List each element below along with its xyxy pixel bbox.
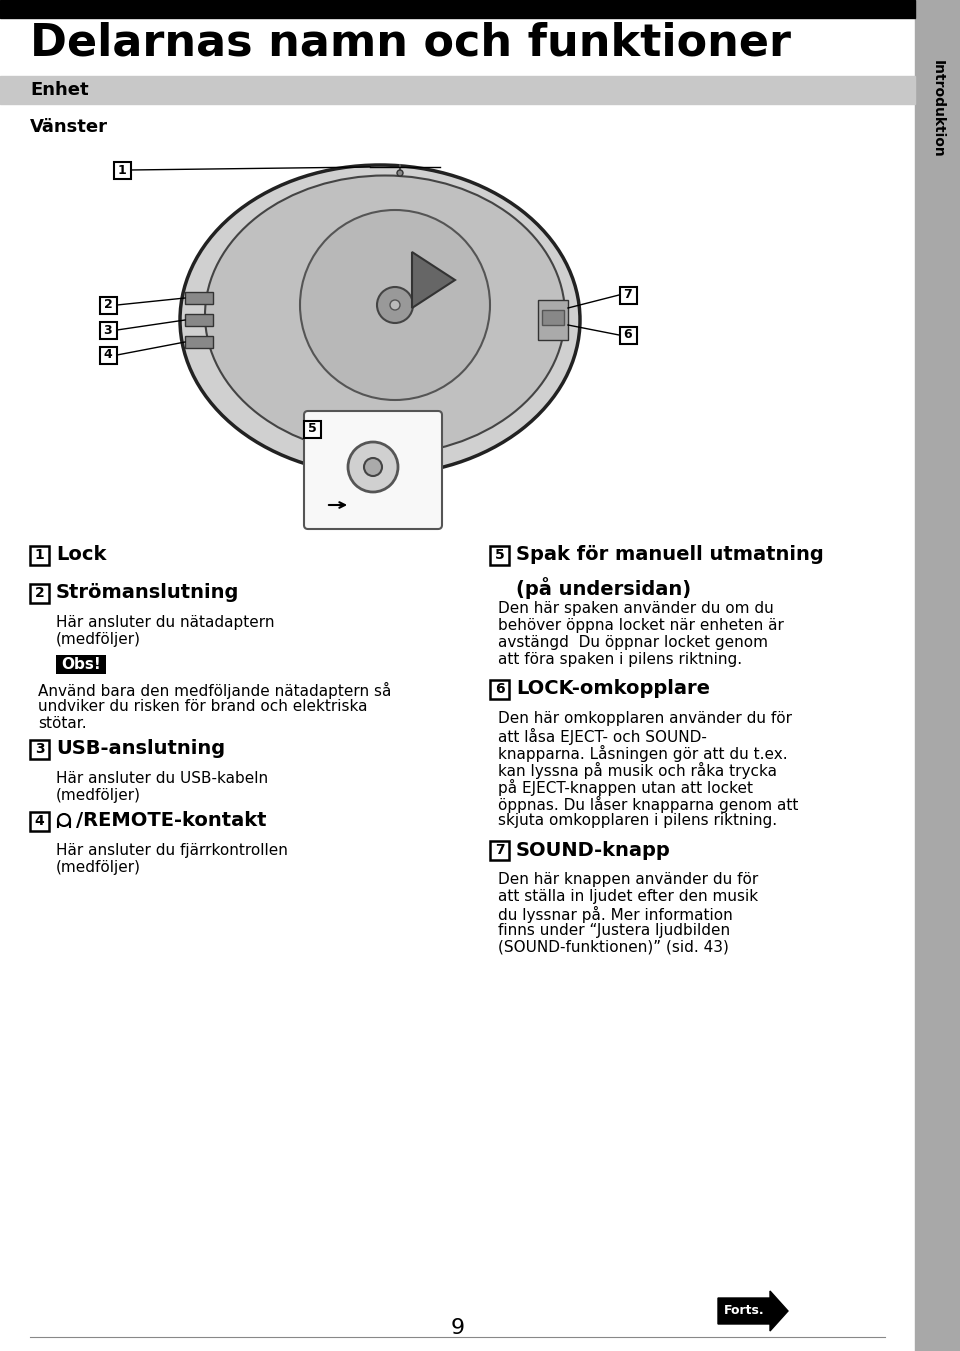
- Text: 9: 9: [450, 1319, 465, 1337]
- Bar: [542, 309, 564, 326]
- Bar: [619, 286, 636, 304]
- Text: (medföljer): (medföljer): [56, 632, 141, 647]
- Text: att ställa in ljudet efter den musik: att ställa in ljudet efter den musik: [498, 889, 758, 904]
- Text: Forts.: Forts.: [724, 1305, 764, 1317]
- Text: Här ansluter du fjärrkontrollen: Här ansluter du fjärrkontrollen: [56, 843, 288, 858]
- Text: 5: 5: [307, 423, 317, 435]
- Text: 1: 1: [35, 549, 44, 562]
- Text: Enhet: Enhet: [30, 81, 88, 99]
- Bar: [619, 327, 636, 343]
- Text: 3: 3: [35, 742, 44, 757]
- Bar: [30, 739, 49, 758]
- Text: på EJECT-knappen utan att locket: på EJECT-knappen utan att locket: [498, 780, 753, 796]
- Bar: [490, 546, 509, 565]
- Bar: [113, 162, 131, 178]
- Text: (på undersidan): (på undersidan): [516, 577, 691, 598]
- Text: skjuta omkopplaren i pilens riktning.: skjuta omkopplaren i pilens riktning.: [498, 813, 778, 828]
- Bar: [538, 300, 568, 340]
- Circle shape: [300, 209, 490, 400]
- Text: 7: 7: [624, 289, 633, 301]
- Bar: [915, 0, 960, 1351]
- Text: Den här spaken använder du om du: Den här spaken använder du om du: [498, 601, 774, 616]
- Text: 2: 2: [35, 586, 44, 600]
- Text: 7: 7: [494, 843, 504, 857]
- Bar: [0, 76, 915, 104]
- Text: 3: 3: [104, 323, 112, 336]
- Circle shape: [364, 458, 382, 476]
- Circle shape: [397, 170, 403, 176]
- Text: öppnas. Du låser knapparna genom att: öppnas. Du låser knapparna genom att: [498, 796, 799, 813]
- Bar: [490, 840, 509, 859]
- Text: Här ansluter du nätadaptern: Här ansluter du nätadaptern: [56, 615, 275, 630]
- Circle shape: [377, 286, 413, 323]
- Text: Använd bara den medföljande nätadaptern så: Använd bara den medföljande nätadaptern …: [38, 682, 392, 698]
- Text: LOCK-omkopplare: LOCK-omkopplare: [516, 680, 710, 698]
- Text: Delarnas namn och funktioner: Delarnas namn och funktioner: [30, 22, 791, 65]
- Bar: [303, 420, 321, 438]
- Text: 4: 4: [104, 349, 112, 362]
- Bar: [100, 322, 116, 339]
- Text: behöver öppna locket när enheten är: behöver öppna locket när enheten är: [498, 617, 784, 634]
- Text: du lyssnar på. Mer information: du lyssnar på. Mer information: [498, 907, 732, 923]
- Circle shape: [348, 442, 398, 492]
- Bar: [100, 346, 116, 363]
- Text: 1: 1: [118, 163, 127, 177]
- Text: SOUND-knapp: SOUND-knapp: [516, 840, 671, 859]
- Text: Här ansluter du USB-kabeln: Här ansluter du USB-kabeln: [56, 771, 268, 786]
- Text: avstängd  Du öppnar locket genom: avstängd Du öppnar locket genom: [498, 635, 768, 650]
- Text: knapparna. Låsningen gör att du t.ex.: knapparna. Låsningen gör att du t.ex.: [498, 744, 787, 762]
- Polygon shape: [718, 1292, 788, 1331]
- Bar: [185, 313, 213, 326]
- Text: 6: 6: [494, 682, 504, 696]
- Text: Obs!: Obs!: [61, 657, 101, 671]
- Text: Introduktion: Introduktion: [930, 59, 945, 158]
- Bar: [30, 584, 49, 603]
- Text: 5: 5: [494, 549, 504, 562]
- Text: att låsa EJECT- och SOUND-: att låsa EJECT- och SOUND-: [498, 728, 707, 744]
- Bar: [30, 812, 49, 831]
- Bar: [350, 463, 410, 476]
- Text: stötar.: stötar.: [38, 716, 86, 731]
- Circle shape: [390, 300, 400, 309]
- Text: Strömanslutning: Strömanslutning: [56, 584, 239, 603]
- Polygon shape: [412, 253, 455, 308]
- Text: (SOUND-funktionen)” (sid. 43): (SOUND-funktionen)” (sid. 43): [498, 940, 729, 955]
- Bar: [0, 0, 915, 18]
- Text: kan lyssna på musik och råka trycka: kan lyssna på musik och råka trycka: [498, 762, 777, 780]
- Text: att föra spaken i pilens riktning.: att föra spaken i pilens riktning.: [498, 653, 742, 667]
- Text: /REMOTE-kontakt: /REMOTE-kontakt: [76, 812, 267, 831]
- Bar: [490, 680, 509, 698]
- Text: USB-anslutning: USB-anslutning: [56, 739, 226, 758]
- Text: Den här omkopplaren använder du för: Den här omkopplaren använder du för: [498, 711, 792, 725]
- Text: (medföljer): (medföljer): [56, 861, 141, 875]
- Ellipse shape: [205, 176, 565, 454]
- Bar: [56, 655, 106, 674]
- Bar: [185, 336, 213, 349]
- Bar: [100, 296, 116, 313]
- Text: Lock: Lock: [56, 546, 107, 565]
- Bar: [30, 546, 49, 565]
- Text: 2: 2: [104, 299, 112, 312]
- Text: Den här knappen använder du för: Den här knappen använder du för: [498, 871, 758, 888]
- Text: Spak för manuell utmatning: Spak för manuell utmatning: [516, 546, 824, 565]
- Text: (medföljer): (medföljer): [56, 788, 141, 802]
- Text: 6: 6: [624, 328, 633, 342]
- Ellipse shape: [180, 165, 580, 476]
- FancyBboxPatch shape: [304, 411, 442, 530]
- Bar: [185, 292, 213, 304]
- Text: 4: 4: [35, 815, 44, 828]
- Text: finns under “Justera ljudbilden: finns under “Justera ljudbilden: [498, 923, 731, 938]
- Text: undviker du risken för brand och elektriska: undviker du risken för brand och elektri…: [38, 698, 368, 713]
- Text: Vänster: Vänster: [30, 118, 108, 136]
